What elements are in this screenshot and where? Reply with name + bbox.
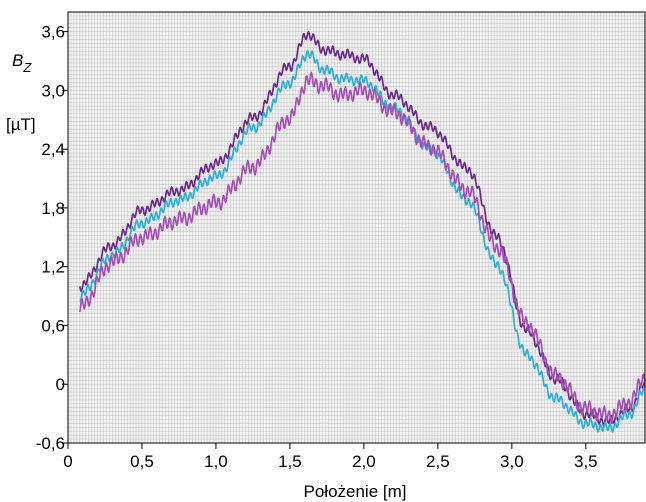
y-axis-unit: [µT] [6, 115, 36, 134]
plot-frame [67, 11, 646, 444]
series-layer [78, 30, 646, 433]
series-line-2 [79, 49, 646, 433]
x-tick-label: 1,0 [204, 452, 228, 471]
series-line-1 [79, 30, 646, 427]
y-tick-label: 1,8 [41, 199, 65, 218]
y-axis-title: BZ [12, 51, 32, 75]
y-tick-label: 0,6 [41, 316, 65, 335]
y-axis-title-main: B [12, 51, 23, 70]
tick-labels: 0 0,5 1,0 1,5 2,0 2,5 3,0 3,5-0,600,61,21,82,43… [36, 23, 598, 471]
x-tick-label: 1,5 [278, 452, 302, 471]
x-tick-label: 2,5 [426, 452, 450, 471]
y-tick-label: 3,6 [41, 23, 65, 42]
y-tick-label: 0 [56, 375, 65, 394]
y-tick-label: -0,6 [36, 434, 65, 453]
x-tick-label: 3,5 [574, 452, 598, 471]
x-tick-label: 0 [63, 452, 72, 471]
y-tick-label: 2,4 [41, 140, 65, 159]
x-tick-label: 3,0 [500, 452, 524, 471]
x-tick-label: 2,0 [352, 452, 376, 471]
chart-grid [67, 11, 646, 444]
y-axis-title-sub: Z [22, 60, 32, 75]
y-tick-label: 1,2 [41, 258, 65, 277]
x-axis-title: Położenie [m] [304, 482, 407, 501]
y-tick-label: 3,0 [41, 81, 65, 100]
x-tick-label: 0,5 [130, 452, 154, 471]
axis-ticks [62, 31, 587, 449]
series-line-3 [78, 71, 646, 425]
